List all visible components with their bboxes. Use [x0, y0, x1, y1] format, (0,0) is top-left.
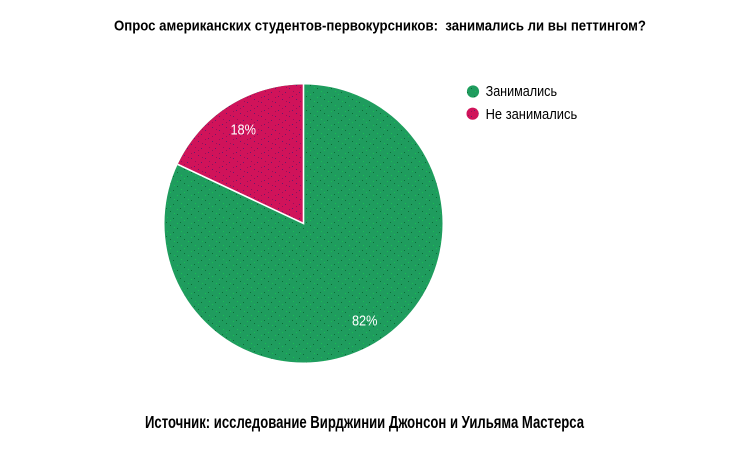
svg-text:Не занимались: Не занимались	[486, 107, 578, 123]
svg-text:18%: 18%	[230, 123, 256, 139]
svg-text:Опрос американских студентов-п: Опрос американских студентов-первокурсни…	[114, 17, 646, 34]
svg-text:82%: 82%	[352, 314, 378, 330]
svg-text:Занимались: Занимались	[486, 84, 557, 100]
svg-text:Источник: исследование Вирджин: Источник: исследование Вирджинии Джонсон…	[145, 412, 584, 432]
